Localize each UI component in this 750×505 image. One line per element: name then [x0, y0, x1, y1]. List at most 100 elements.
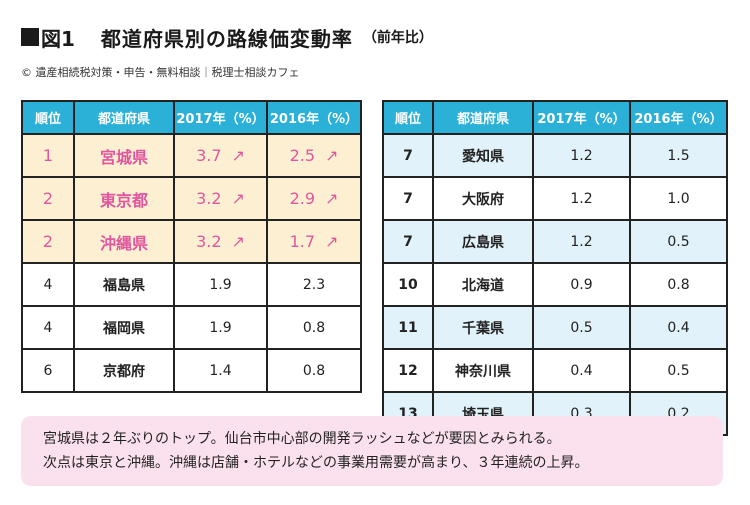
- rank-cell: 10: [382, 262, 434, 307]
- value-2016-cell-value: 0.5: [667, 233, 690, 250]
- up-right-arrow-icon: ↗: [325, 189, 339, 208]
- rank-cell: 6: [21, 348, 75, 393]
- prefecture-cell: 福岡県: [73, 305, 175, 350]
- value-2016-cell: 0.4: [629, 305, 728, 350]
- value-2016-cell-value: 2.9: [289, 189, 316, 208]
- header-2016: 2016年（%）: [629, 100, 728, 135]
- value-2016-cell-value: 0.4: [667, 319, 690, 336]
- value-2017-cell: 1.2: [532, 176, 631, 221]
- table-row: 7 愛知県 1.2 1.5: [382, 133, 728, 178]
- prefecture-cell: 福島県: [73, 262, 175, 307]
- prefecture-cell-value: 宮城県: [99, 147, 148, 167]
- commentary-line: 宮城県は２年ぶりのトップ。仙台市中心部の開発ラッシュなどが要因とみられる。: [43, 431, 561, 447]
- value-2017-cell-value: 1.9: [209, 276, 232, 293]
- ranking-table-left: 順位 都道府県 2017年（%） 2016年（%） 1 宮城県 3.7 ↗ 2.5 ↗ 2 東…: [21, 100, 362, 393]
- value-2017-cell-value: 1.2: [570, 147, 593, 164]
- source-credit: © 遺産相続税対策・申告・無料相談｜税理士相談カフェ: [21, 66, 300, 79]
- table-row: 7 大阪府 1.2 1.0: [382, 176, 728, 221]
- value-2016-cell: 0.8: [266, 305, 362, 350]
- value-2016-cell: 2.3: [266, 262, 362, 307]
- rank-cell: 7: [382, 176, 434, 221]
- table-header-row: 順位 都道府県 2017年（%） 2016年（%）: [21, 100, 362, 135]
- value-2016-cell: 0.8: [629, 262, 728, 307]
- value-2017-cell-value: 1.2: [570, 233, 593, 250]
- rank-cell-value: 11: [398, 319, 418, 336]
- rank-cell: 2: [21, 176, 75, 221]
- value-2017-cell: 1.9: [173, 305, 268, 350]
- value-2017-cell-value: 3.2: [196, 189, 222, 208]
- rank-cell-value: 12: [398, 362, 418, 379]
- prefecture-cell: 愛知県: [432, 133, 534, 178]
- table-row: 12 神奈川県 0.4 0.5: [382, 348, 728, 393]
- table-header-row: 順位 都道府県 2017年（%） 2016年（%）: [382, 100, 728, 135]
- table-row: 6 京都府 1.4 0.8: [21, 348, 362, 393]
- value-2017-cell: 0.4: [532, 348, 631, 393]
- table-row: 2 沖縄県 3.2 ↗ 1.7 ↗: [21, 219, 362, 264]
- up-right-arrow-icon: ↗: [231, 232, 245, 251]
- prefecture-cell-value: 広島県: [462, 234, 504, 251]
- prefecture-cell-value: 愛知県: [462, 148, 504, 165]
- figure-title: 図1 都道府県別の路線価変動率 （前年比）: [21, 22, 433, 52]
- value-2017-cell-value: 0.4: [570, 362, 593, 379]
- prefecture-cell-value: 東京都: [99, 190, 148, 210]
- header-2016: 2016年（%）: [266, 100, 362, 135]
- prefecture-cell: 広島県: [432, 219, 534, 264]
- prefecture-cell: 沖縄県: [73, 219, 175, 264]
- rank-cell-value: 2: [42, 232, 54, 251]
- commentary-line: 次点は東京と沖縄。沖縄は店舗・ホテルなどの事業用需要が高まり、３年連続の上昇。: [43, 455, 589, 471]
- table-row: 4 福島県 1.9 2.3: [21, 262, 362, 307]
- ranking-table-right: 順位 都道府県 2017年（%） 2016年（%） 7 愛知県 1.2 1.5 7 大阪府…: [382, 100, 728, 436]
- value-2017-cell-value: 3.7: [196, 146, 222, 165]
- table-row: 7 広島県 1.2 0.5: [382, 219, 728, 264]
- value-2016-cell-value: 1.0: [667, 190, 690, 207]
- header-prefecture: 都道府県: [73, 100, 175, 135]
- header-rank: 順位: [21, 100, 75, 135]
- value-2016-cell: 2.5 ↗: [266, 133, 362, 178]
- value-2016-cell-value: 2.5: [289, 146, 316, 165]
- value-2017-cell: 1.2: [532, 219, 631, 264]
- rank-cell: 2: [21, 219, 75, 264]
- prefecture-cell: 宮城県: [73, 133, 175, 178]
- header-2017: 2017年（%）: [532, 100, 631, 135]
- prefecture-cell-value: 福岡県: [103, 320, 145, 337]
- rank-cell-value: 7: [403, 147, 413, 164]
- up-right-arrow-icon: ↗: [231, 189, 245, 208]
- rank-cell: 4: [21, 262, 75, 307]
- header-rank: 順位: [382, 100, 434, 135]
- rank-cell: 7: [382, 133, 434, 178]
- value-2016-cell: 0.5: [629, 219, 728, 264]
- prefecture-cell: 大阪府: [432, 176, 534, 221]
- value-2016-cell-value: 1.5: [667, 147, 690, 164]
- value-2017-cell-value: 1.4: [209, 362, 232, 379]
- value-2017-cell: 1.9: [173, 262, 268, 307]
- prefecture-cell-value: 大阪府: [462, 191, 504, 208]
- figure-main-title: 都道府県別の路線価変動率: [100, 26, 353, 51]
- value-2017-cell: 1.4: [173, 348, 268, 393]
- table-row: 4 福岡県 1.9 0.8: [21, 305, 362, 350]
- value-2016-cell-value: 0.8: [302, 319, 326, 336]
- value-2017-cell: 3.2 ↗: [173, 176, 268, 221]
- value-2016-cell: 1.0: [629, 176, 728, 221]
- rank-cell: 1: [21, 133, 75, 178]
- value-2016-cell-value: 2.3: [302, 276, 326, 293]
- value-2017-cell: 1.2: [532, 133, 631, 178]
- up-right-arrow-icon: ↗: [325, 232, 339, 251]
- rank-cell-value: 6: [43, 362, 53, 379]
- value-2017-cell-value: 0.9: [570, 276, 593, 293]
- table-row: 11 千葉県 0.5 0.4: [382, 305, 728, 350]
- prefecture-cell: 千葉県: [432, 305, 534, 350]
- rank-cell-value: 7: [403, 233, 413, 250]
- value-2016-cell: 2.9 ↗: [266, 176, 362, 221]
- commentary-box: 宮城県は２年ぶりのトップ。仙台市中心部の開発ラッシュなどが要因とみられる。 次点…: [21, 416, 723, 486]
- rank-cell-value: 1: [42, 146, 54, 165]
- rank-cell: 11: [382, 305, 434, 350]
- header-2017: 2017年（%）: [173, 100, 268, 135]
- rank-cell-value: 10: [398, 276, 418, 293]
- figure-subtitle: （前年比）: [362, 30, 433, 46]
- value-2016-cell-value: 0.8: [667, 276, 690, 293]
- rank-cell: 12: [382, 348, 434, 393]
- table-row: 10 北海道 0.9 0.8: [382, 262, 728, 307]
- value-2017-cell-value: 1.9: [209, 319, 232, 336]
- header-prefecture: 都道府県: [432, 100, 534, 135]
- table-row: 2 東京都 3.2 ↗ 2.9 ↗: [21, 176, 362, 221]
